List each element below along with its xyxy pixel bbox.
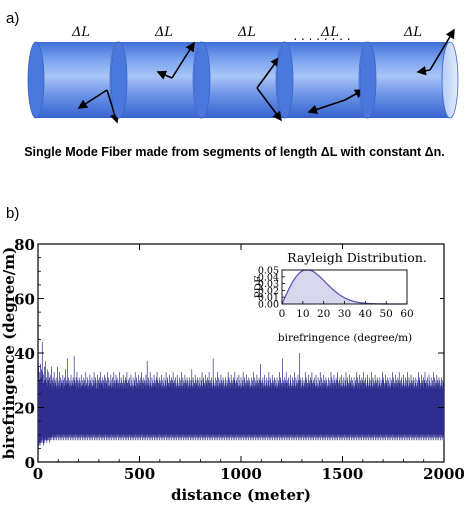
polarization-arrow <box>256 56 280 89</box>
segment-length-label: ΔL <box>403 25 422 40</box>
inset-y-tick-label: 0.05 <box>258 266 279 277</box>
segment-length-label: ΔL <box>154 25 173 40</box>
inset-y-tick-label: 0.02 <box>258 286 279 297</box>
continuation-dots: . . . . . . . . <box>293 29 350 43</box>
y-tick-label: 80 <box>14 236 35 254</box>
figure-caption: Single Mode Fiber made from segments of … <box>24 145 445 159</box>
polarization-arrow <box>416 65 431 76</box>
panel-b-label: b) <box>6 205 20 222</box>
y-axis-label: birefringence (degree/m) <box>0 247 18 459</box>
inset-x-axis-label: birefringence (degree/m) <box>278 332 412 344</box>
polarization-arrow <box>429 28 455 71</box>
inset-x-tick-label: 50 <box>379 308 392 320</box>
x-tick-label: 1500 <box>322 465 364 483</box>
inset-y-axis-label: PDF <box>253 276 265 299</box>
polarization-arrow <box>106 89 120 124</box>
fiber-segment: ΔL <box>359 25 459 119</box>
inset-y-tick-label: 0.01 <box>258 293 279 304</box>
y-tick-label: 20 <box>14 400 35 418</box>
polarization-arrow <box>171 41 195 79</box>
y-tick-label: 60 <box>14 291 35 309</box>
inset-x-tick-label: 30 <box>338 308 351 320</box>
polarization-arrow <box>156 70 173 80</box>
inset-y-tick-label: 0.00 <box>258 300 279 311</box>
polarization-arrow <box>77 89 108 109</box>
inset-x-tick-label: 20 <box>317 308 330 320</box>
segment-length-label: ΔL <box>71 25 90 40</box>
segment-length-label: ΔL <box>237 25 256 40</box>
inset-x-tick-label: 60 <box>400 308 413 320</box>
segment-length-label: ΔL <box>320 25 339 40</box>
fiber-diagram: ΔL ΔL ΔL ΔL ΔL. . . . . . . . <box>27 25 459 124</box>
inset-y-tick-label: 0.04 <box>258 272 279 283</box>
polarization-arrow <box>307 99 346 115</box>
x-axis-label: distance (meter) <box>171 486 311 504</box>
inset-title: Rayleigh Distribution. <box>287 250 427 265</box>
y-tick-label: 40 <box>14 345 35 363</box>
inset-x-tick-label: 0 <box>279 308 286 320</box>
rayleigh-area <box>282 270 407 304</box>
x-tick-label: 500 <box>124 465 155 483</box>
panel-a-label: a) <box>6 10 20 27</box>
x-tick-label: 0 <box>33 465 43 483</box>
polarization-arrow <box>256 87 282 122</box>
inset-x-tick-label: 10 <box>296 308 309 320</box>
inset-y-tick-label: 0.03 <box>258 279 279 290</box>
x-tick-label: 1000 <box>220 465 262 483</box>
birefringence-series-line <box>37 342 445 449</box>
y-tick-label: 0 <box>25 454 35 472</box>
inset-x-tick-label: 40 <box>359 308 372 320</box>
x-tick-label: 2000 <box>423 465 465 483</box>
